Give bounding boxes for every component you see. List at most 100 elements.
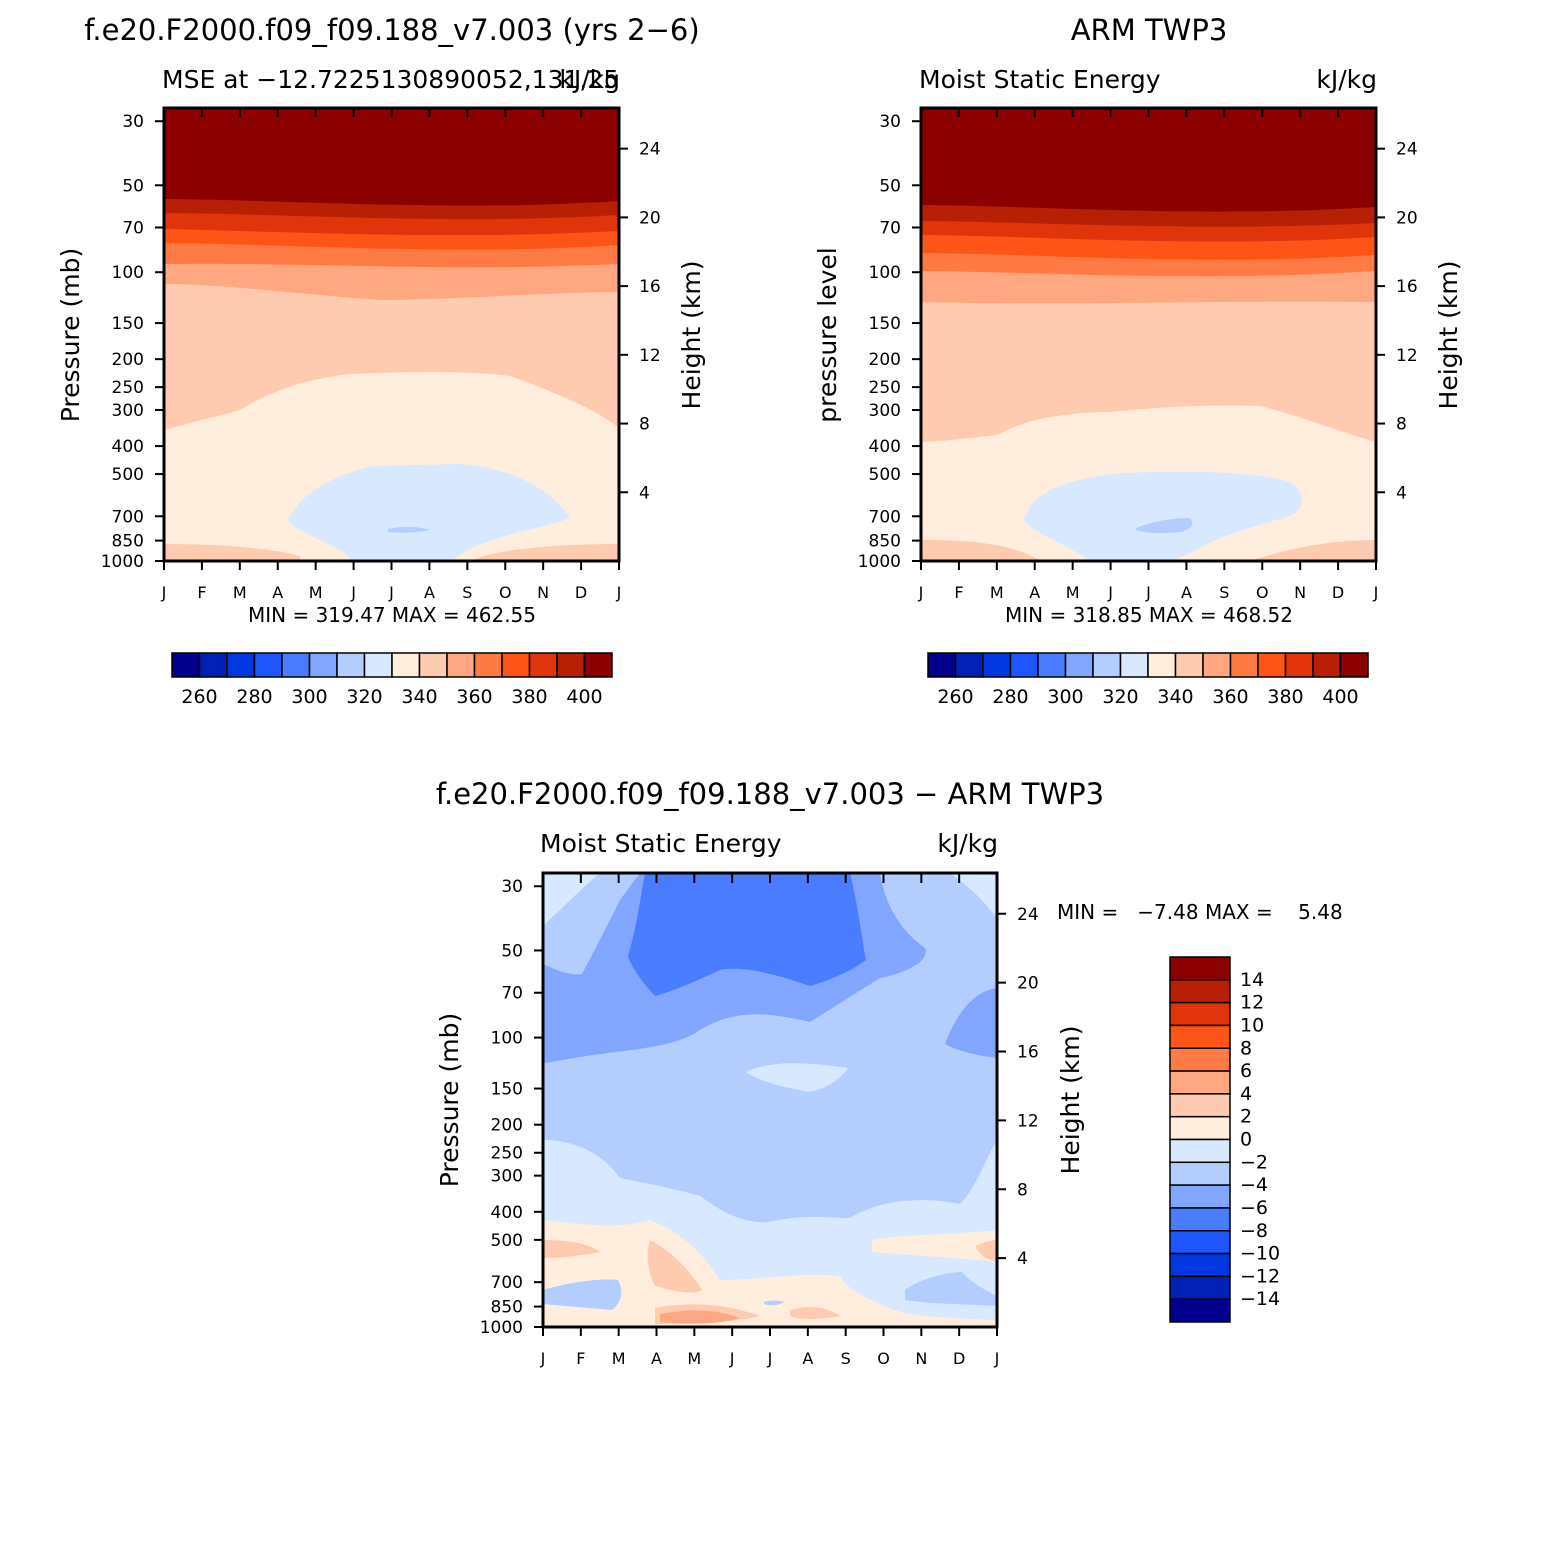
y-tick-label: 1000 [101,552,144,572]
colorbar-label: 340 [401,686,437,708]
x-tick-label: A [1029,583,1040,602]
x-tick-label: A [272,583,283,602]
colorbar-swatch [1119,652,1149,678]
y-tick-label: 250 [491,1144,523,1164]
y-tick-label: 250 [869,378,901,398]
y-tick-label: 500 [491,1231,523,1251]
colorbar-label: 380 [1267,686,1303,708]
x-tick-label: A [1181,583,1192,602]
colorbar-swatch [1174,652,1204,678]
colorbar-swatch [1169,1230,1231,1255]
y-tick-label: 500 [869,465,901,485]
colorbar-label: −10 [1240,1243,1280,1265]
y-tick-label: 850 [869,532,901,552]
y2-tick-label: 4 [1396,483,1407,503]
y-tick-label: 300 [869,401,901,421]
colorbar-swatch [281,652,311,678]
colorbar-swatch [954,652,984,678]
x-tick-label: M [990,583,1004,602]
colorbar-label: 400 [566,686,602,708]
panel-title: ARM TWP3 [1071,13,1228,47]
colorbar-swatch [1169,1138,1231,1164]
y-tick-label: 100 [112,263,144,283]
colorbar-label: 340 [1157,686,1193,708]
colorbar-swatch [1092,652,1122,678]
x-tick-label: S [1219,583,1229,602]
min-max-readout: MIN = 319.47 MAX = 462.55 [248,603,536,627]
colorbar-label: 280 [992,686,1028,708]
x-tick-label: J [616,583,622,602]
panel-left-string: MSE at −12.7225130890052,131.25 [162,65,619,94]
y-tick-label: 700 [491,1273,523,1293]
colorbar-label: 6 [1240,1060,1252,1082]
y-tick-label: 50 [879,176,901,196]
colorbar-label: 360 [1212,686,1248,708]
x-tick-label: J [918,583,924,602]
colorbar-swatch [1147,652,1177,678]
y-tick-label: 300 [491,1167,523,1187]
y-tick-label: 400 [869,437,901,457]
colorbar-swatch [1169,1207,1231,1232]
y-tick-label: 100 [491,1029,523,1049]
panel-left-string: Moist Static Energy [540,829,782,858]
panel-obs: ARM TWP3 Moist Static Energy kJ/kg 30 50 7… [813,13,1463,708]
x-tick-label: D [1332,583,1344,602]
x-tick-label: F [954,583,963,602]
x-tick-label: A [424,583,435,602]
colorbar-swatch [363,652,393,678]
y-tick-label: 50 [501,941,523,961]
y-tick-label: 850 [112,532,144,552]
colorbar-swatch [583,652,613,678]
colorbar-swatch [198,652,228,678]
y-tick-label: 1000 [480,1318,523,1338]
x-tick-label: J [161,583,167,602]
colorbar-label: 10 [1240,1014,1264,1036]
colorbar-swatch [501,652,531,678]
y-tick-label: 200 [869,350,901,370]
x-tick-label: O [1256,583,1269,602]
y-tick-label: 30 [122,112,144,132]
colorbar: 260 280 300 320 340 360 380 400 [927,652,1369,708]
colorbar-swatch [473,652,503,678]
y-axis-label-right: Height (km) [1056,1026,1085,1175]
x-tick-label: J [729,1349,735,1368]
colorbar-label: 300 [1047,686,1083,708]
colorbar-swatch [1064,652,1094,678]
y-tick-label: 850 [491,1298,523,1318]
x-tick-label: N [537,583,549,602]
y-axis-label-left: Pressure (mb) [435,1013,464,1187]
x-tick-label: J [994,1349,1000,1368]
colorbar-swatch [1169,1024,1231,1049]
colorbar-label: −14 [1240,1288,1280,1310]
colorbar-label: 8 [1240,1037,1252,1059]
colorbar-label: 14 [1240,969,1264,991]
y-tick-label: 50 [122,176,144,196]
y-axis-label-left: Pressure (mb) [56,248,85,422]
y2-tick-label: 20 [639,208,661,228]
colorbar-swatch [1229,652,1259,678]
x-tick-label: O [499,583,512,602]
axis-right: 24 20 16 12 8 4 [997,905,1039,1269]
min-max-readout: MIN = 318.85 MAX = 468.52 [1005,603,1293,627]
colorbar-swatch [1169,1161,1231,1186]
y-tick-label: 70 [879,218,901,238]
colorbar-swatch [1169,1184,1231,1209]
axis-right: 24 20 16 12 8 4 [1376,140,1418,503]
colorbar-label: 380 [511,686,547,708]
x-tick-label: A [651,1349,662,1368]
colorbar-swatch [418,652,448,678]
y2-tick-label: 8 [639,415,650,435]
colorbar-swatch [1169,1093,1231,1118]
y-tick-label: 700 [112,507,144,527]
y2-tick-label: 24 [1396,140,1418,160]
colorbar-label: −2 [1240,1151,1268,1173]
colorbar-label: 260 [937,686,973,708]
y2-tick-label: 16 [1396,277,1418,297]
x-tick-label: M [687,1349,701,1368]
panel-units: kJ/kg [937,829,998,858]
colorbar-swatch [927,652,957,678]
min-max-readout: MIN = −7.48 MAX = 5.48 [1057,900,1343,924]
